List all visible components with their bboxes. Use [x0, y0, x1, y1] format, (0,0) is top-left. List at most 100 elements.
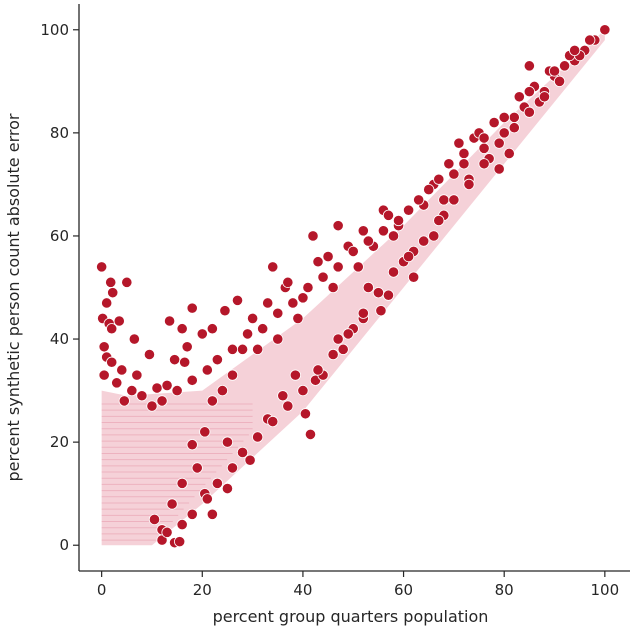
data-point: [201, 493, 213, 505]
data-point: [382, 289, 395, 301]
data-point: [186, 302, 198, 314]
y-axis-ticks: 0 20 40 60 80 100: [40, 21, 79, 554]
y-tick-label: 20: [50, 433, 69, 451]
data-point: [299, 408, 312, 420]
data-point: [236, 343, 249, 355]
data-point: [161, 526, 173, 538]
data-point: [176, 323, 188, 335]
data-point: [116, 364, 128, 376]
data-point: [221, 482, 234, 495]
data-point: [312, 364, 324, 376]
data-point: [488, 116, 500, 129]
y-tick-label: 80: [50, 124, 69, 142]
data-point: [161, 379, 173, 392]
data-point: [277, 390, 289, 402]
data-point: [191, 462, 203, 474]
y-tick-label: 60: [50, 227, 69, 245]
data-point: [106, 356, 118, 368]
data-point: [493, 137, 505, 149]
data-point: [478, 158, 490, 170]
data-point: [538, 91, 551, 103]
data-point: [148, 513, 161, 526]
data-point: [508, 122, 520, 134]
data-point: [523, 106, 535, 118]
data-point: [463, 178, 475, 191]
data-point: [201, 364, 213, 376]
data-point: [169, 354, 181, 366]
data-point: [231, 294, 244, 306]
data-point: [433, 214, 445, 227]
data-point: [282, 276, 294, 288]
data-point: [352, 261, 364, 273]
data-point: [362, 281, 374, 294]
data-point: [453, 137, 465, 149]
data-point: [569, 44, 581, 56]
data-point: [206, 508, 218, 520]
data-point: [307, 230, 319, 242]
data-point: [166, 498, 178, 510]
data-point: [126, 384, 138, 397]
data-point: [247, 312, 259, 325]
data-point: [342, 328, 354, 340]
axes: [78, 4, 630, 572]
data-point: [402, 204, 415, 216]
data-point: [558, 60, 571, 72]
data-point: [252, 343, 264, 355]
data-point: [387, 266, 400, 278]
x-tick-label: 40: [293, 581, 312, 599]
data-point: [156, 395, 168, 407]
x-axis-ticks: 0 20 40 60 80 100: [97, 571, 619, 599]
data-point: [428, 230, 440, 242]
data-point: [219, 305, 231, 317]
data-point: [362, 235, 374, 247]
data-point: [98, 341, 110, 353]
data-point: [548, 65, 561, 77]
data-point: [143, 348, 156, 361]
data-point: [106, 323, 118, 335]
data-point: [357, 225, 369, 237]
data-point: [327, 348, 339, 361]
data-point: [317, 271, 329, 283]
data-point: [458, 147, 470, 160]
data-point: [523, 86, 535, 98]
data-point: [131, 369, 143, 381]
data-point: [211, 477, 223, 489]
data-point: [503, 147, 515, 160]
data-point: [423, 183, 435, 196]
data-point: [357, 307, 369, 319]
data-point: [347, 245, 359, 258]
data-point: [226, 462, 239, 474]
data-point: [337, 343, 349, 355]
data-point: [322, 250, 334, 263]
data-point: [262, 297, 274, 309]
data-point: [382, 209, 395, 221]
data-point: [332, 333, 344, 345]
data-point: [438, 194, 450, 206]
data-point: [128, 333, 140, 345]
data-point: [292, 312, 304, 325]
data-point: [493, 163, 505, 175]
data-point: [553, 75, 566, 87]
data-point: [181, 341, 193, 353]
data-point: [121, 276, 133, 288]
data-point: [433, 173, 445, 185]
data-point: [448, 168, 460, 180]
data-point: [304, 428, 317, 441]
data-point: [257, 323, 269, 335]
x-tick-label: 60: [394, 581, 413, 599]
y-tick-label: 100: [40, 21, 69, 39]
data-point: [282, 400, 294, 412]
data-point: [186, 439, 198, 451]
data-point: [267, 261, 279, 273]
x-tick-label: 20: [193, 581, 212, 599]
data-point: [584, 34, 596, 46]
data-point: [176, 477, 188, 489]
data-point: [211, 354, 223, 366]
data-point: [287, 297, 299, 309]
data-point: [392, 214, 405, 227]
data-point: [216, 384, 229, 397]
data-point: [186, 374, 198, 386]
x-tick-label: 100: [591, 581, 620, 599]
data-point: [297, 292, 309, 304]
